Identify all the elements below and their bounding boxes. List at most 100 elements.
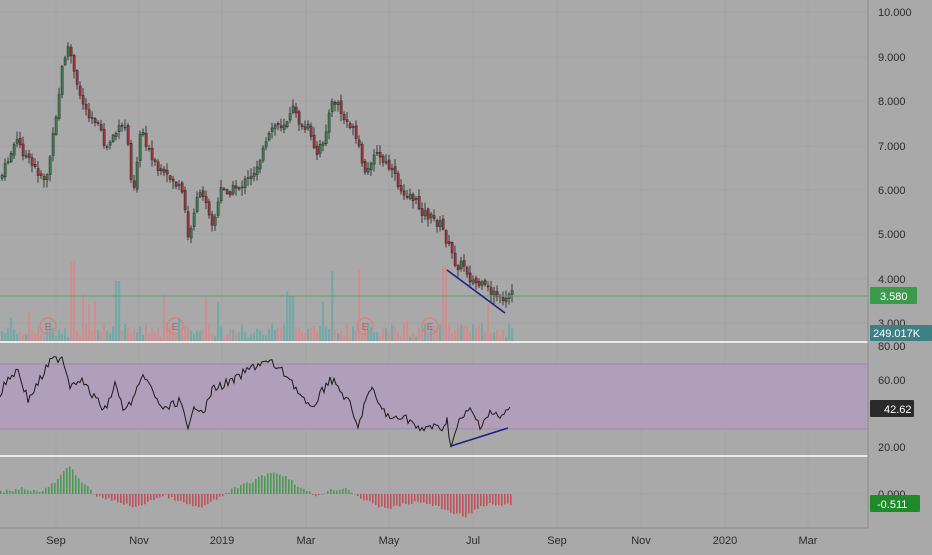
- macd-bar: [120, 494, 122, 503]
- macd-axis[interactable]: 0.000 -0.511: [870, 489, 920, 512]
- time-tick-label: Mar: [297, 535, 316, 547]
- candle-body: [411, 194, 415, 201]
- macd-bar: [237, 487, 239, 494]
- macd-bar: [450, 494, 452, 513]
- candle-body: [144, 133, 148, 147]
- macd-bar: [159, 494, 161, 498]
- volume-bar: [283, 324, 286, 341]
- volume-bar: [238, 332, 241, 341]
- candle-body: [114, 133, 118, 137]
- earnings-marker[interactable]: E: [421, 317, 439, 335]
- macd-bar: [123, 494, 125, 505]
- time-axis[interactable]: Sep Nov 2019 Mar May Jul Sep Nov 2020 Ma…: [0, 527, 868, 547]
- candle-body: [189, 228, 193, 239]
- macd-bar: [183, 494, 185, 503]
- candle-body: [399, 185, 403, 192]
- candle-body: [141, 132, 145, 136]
- rsi-panel[interactable]: [0, 356, 868, 448]
- candle-body: [81, 95, 85, 105]
- macd-bar: [507, 494, 509, 504]
- volume-bar: [403, 323, 406, 341]
- macd-bar: [96, 494, 98, 497]
- macd-bar: [189, 494, 191, 505]
- macd-bar: [270, 472, 272, 494]
- earnings-markers[interactable]: E E E E: [39, 317, 439, 335]
- volume-bar: [169, 328, 172, 341]
- macd-bar: [117, 494, 119, 503]
- candle-body: [264, 141, 268, 148]
- candle-body: [108, 141, 112, 146]
- macd-bar: [186, 494, 188, 505]
- macd-bar: [291, 479, 293, 494]
- macd-bar: [420, 494, 422, 503]
- price-axis[interactable]: 10.000 9.000 8.000 7.000 6.000 5.000 4.0…: [870, 7, 932, 341]
- candle-body: [102, 128, 106, 146]
- rsi-band: [0, 364, 868, 429]
- candle-body: [252, 173, 256, 177]
- candle-body: [126, 125, 130, 145]
- candle-body: [465, 267, 469, 275]
- rsi-axis[interactable]: 80.00 60.00 42.62 20.00: [870, 341, 914, 454]
- volume-bar: [286, 291, 289, 341]
- earnings-marker[interactable]: E: [356, 317, 374, 335]
- macd-bar: [483, 494, 485, 507]
- candle-body: [438, 220, 442, 227]
- candle-body: [387, 159, 391, 170]
- candle-body: [279, 125, 283, 129]
- candle-body: [135, 161, 139, 190]
- rsi-trendline[interactable]: [450, 427, 509, 447]
- macd-bar: [456, 494, 458, 514]
- candle-body: [273, 124, 277, 129]
- candle-body: [381, 155, 385, 163]
- macd-panel[interactable]: [0, 466, 868, 518]
- price-tick-label: 7.000: [878, 141, 906, 153]
- candle-body: [150, 148, 154, 161]
- candle-body: [69, 47, 73, 57]
- volume-badge: [870, 325, 932, 341]
- macd-bar: [147, 494, 149, 502]
- volume-bar: [79, 335, 82, 341]
- macd-bar: [30, 491, 32, 494]
- price-trendline[interactable]: [446, 269, 506, 314]
- volume-bar: [34, 333, 37, 341]
- earnings-marker[interactable]: E: [166, 317, 184, 335]
- volume-bar: [226, 334, 229, 341]
- volume-bar: [361, 333, 364, 341]
- rsi-tick-label: 60.00: [878, 375, 906, 387]
- volume-bar: [16, 333, 19, 341]
- candle-body: [138, 134, 142, 161]
- earnings-marker[interactable]: E: [39, 317, 57, 335]
- volume-bar: [175, 335, 178, 341]
- macd-bar: [3, 492, 5, 494]
- volume-bar: [451, 333, 454, 341]
- candle-body: [198, 192, 202, 198]
- volume-bar: [229, 329, 232, 341]
- volume-bar: [337, 332, 340, 341]
- macd-bar: [42, 490, 44, 494]
- candle-body: [459, 261, 463, 269]
- macd-bar: [294, 484, 296, 494]
- volume-bar: [460, 324, 463, 341]
- macd-bar: [330, 488, 332, 494]
- price-tick-label: 5.000: [878, 229, 906, 241]
- earnings-marker-label: E: [45, 322, 52, 333]
- macd-bar: [378, 494, 380, 508]
- candle-body: [327, 112, 331, 133]
- macd-bar: [78, 478, 80, 494]
- candle-body: [462, 260, 466, 267]
- candle-body: [42, 176, 46, 181]
- macd-bar: [402, 494, 404, 504]
- candle-body: [267, 132, 271, 141]
- macd-bar: [63, 471, 65, 494]
- candle-body: [369, 163, 373, 171]
- volume-bar: [55, 335, 58, 341]
- macd-bar: [135, 494, 137, 507]
- macd-bar: [84, 484, 86, 494]
- macd-bar: [33, 489, 35, 494]
- candle-body: [417, 196, 421, 210]
- volume-bar: [358, 269, 361, 341]
- candle-body: [246, 177, 250, 179]
